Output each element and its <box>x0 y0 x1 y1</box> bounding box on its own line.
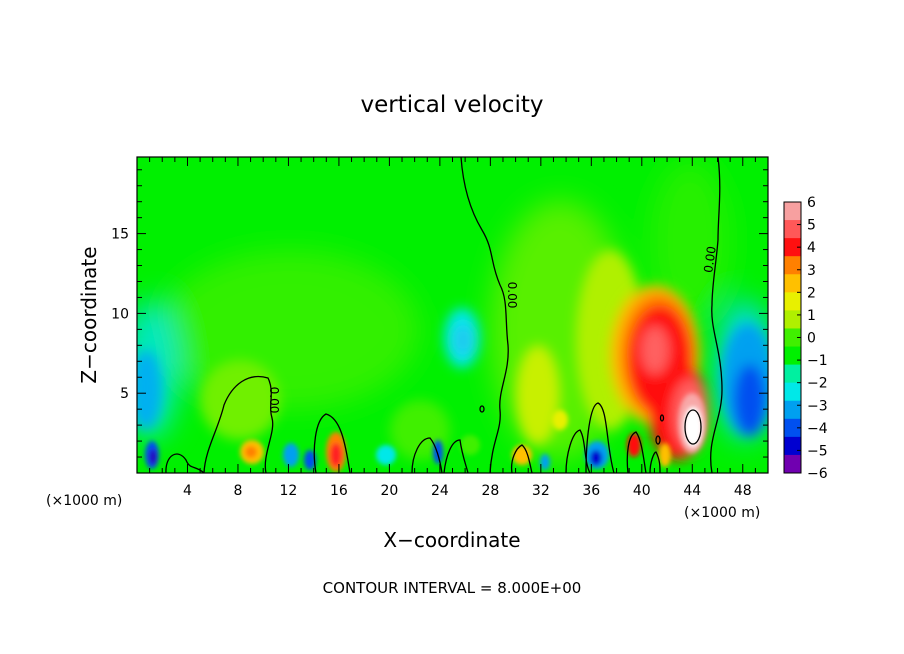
x-tick-label: 16 <box>330 483 348 499</box>
colorbar-swatch <box>784 274 801 293</box>
colorbar-tick-label: 0 <box>807 331 816 347</box>
chart-title: vertical velocity <box>361 92 544 118</box>
x-unit-left: (×1000 m) <box>46 493 122 509</box>
colorbar-swatch <box>784 382 801 402</box>
colorbar-tick-label: 3 <box>807 263 816 279</box>
x-tick-label: 40 <box>633 483 651 499</box>
colorbar: 6 5 4 3 2 1 0 −1 −2 −3 −4 −5 −6 <box>783 195 828 482</box>
colorbar-swatch <box>784 202 801 221</box>
contour-label: 0.00 <box>267 387 281 414</box>
y-tick-label: 5 <box>120 386 129 402</box>
colorbar-tick-label: −6 <box>807 466 828 482</box>
contour-label: 0.00 <box>505 282 519 309</box>
x-tick-label: 44 <box>683 483 701 499</box>
colorbar-swatch <box>784 454 801 474</box>
colorbar-swatch <box>784 364 801 384</box>
x-tick-label: 32 <box>532 483 550 499</box>
contour-label: 0.00 <box>701 245 719 273</box>
x-tick-label: 4 <box>183 483 192 499</box>
colorbar-tick-label: −5 <box>807 443 828 459</box>
colorbar-tick-label: −1 <box>807 353 828 369</box>
velocity-field <box>137 157 768 473</box>
colorbar-swatch <box>784 310 801 329</box>
y-tick-label: 10 <box>111 306 129 322</box>
colorbar-swatch <box>784 238 801 257</box>
y-tick-label: 15 <box>111 227 129 243</box>
zero-contours <box>165 157 723 473</box>
colorbar-tick-label: 2 <box>807 285 816 301</box>
colorbar-swatch <box>784 400 801 420</box>
x-unit-right: (×1000 m) <box>684 505 760 521</box>
y-axis-label: Z−coordinate <box>77 246 101 383</box>
colorbar-tick-label: −2 <box>807 376 828 392</box>
colorbar-tick-label: 1 <box>807 308 816 324</box>
colorbar-tick-label: −4 <box>807 421 828 437</box>
colorbar-tick-label: 5 <box>807 218 816 234</box>
contour-interval-footer: CONTOUR INTERVAL = 8.000E+00 <box>323 579 582 597</box>
colorbar-swatch <box>784 436 801 456</box>
colorbar-swatch <box>784 292 801 311</box>
x-tick-label: 28 <box>481 483 499 499</box>
colorbar-tick-label: 4 <box>807 240 816 256</box>
x-tick-label: 48 <box>734 483 752 499</box>
x-tick-label: 24 <box>431 483 449 499</box>
x-tick-label: 36 <box>582 483 600 499</box>
colorbar-swatch <box>784 418 801 438</box>
x-tick-label: 12 <box>280 483 298 499</box>
colorbar-swatch <box>784 256 801 275</box>
x-axis-label: X−coordinate <box>383 528 520 552</box>
x-tick-label: 8 <box>233 483 242 499</box>
colorbar-tick-label: −3 <box>807 398 828 414</box>
colorbar-swatch <box>784 220 801 239</box>
colorbar-swatch <box>784 328 801 348</box>
colorbar-tick-label: 6 <box>807 195 816 211</box>
colorbar-swatch <box>784 346 801 366</box>
x-tick-label: 20 <box>380 483 398 499</box>
